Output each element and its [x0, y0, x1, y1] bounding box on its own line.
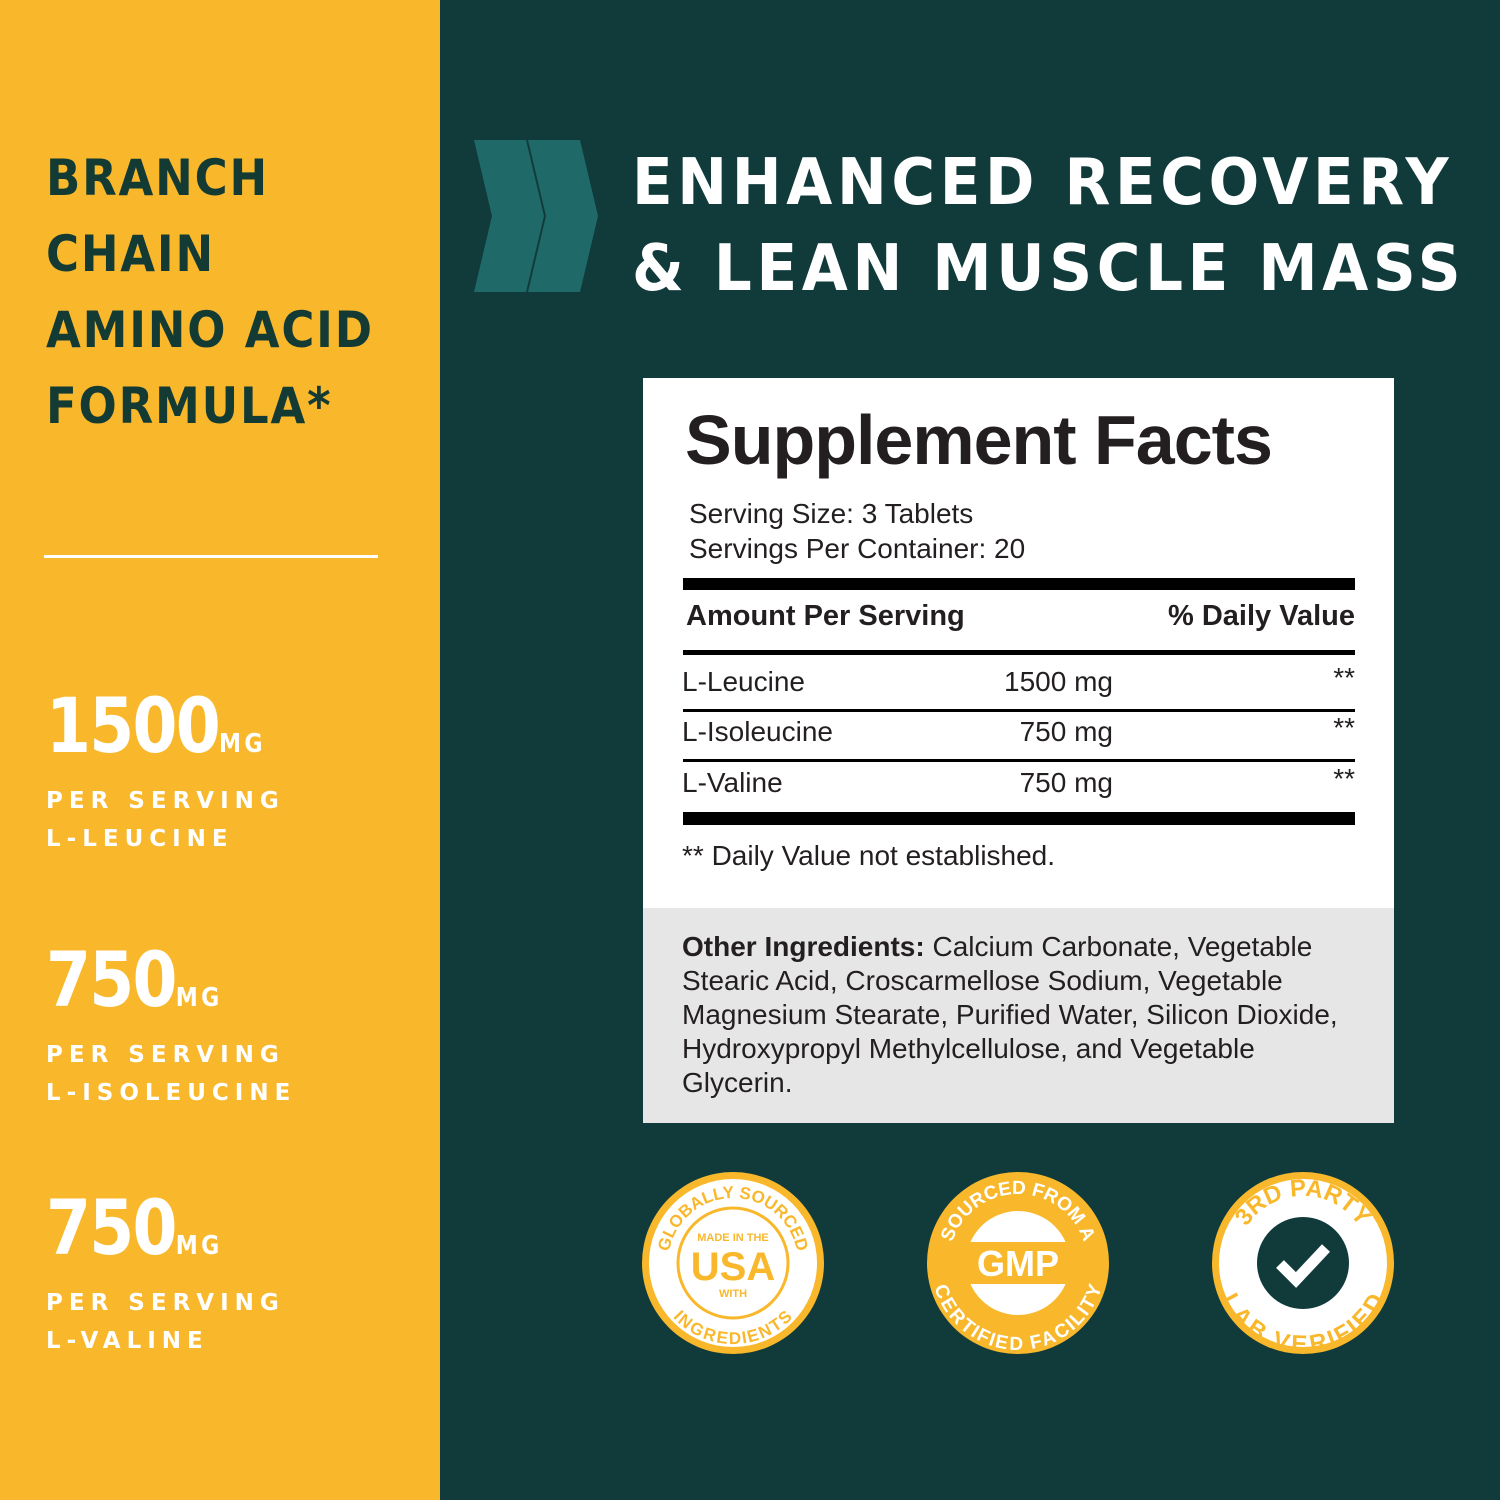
- table-header: Amount Per Serving % Daily Value: [686, 600, 1355, 633]
- stat-label: PER SERVING: [46, 788, 285, 814]
- col-dv: % Daily Value: [1168, 600, 1355, 632]
- stat-unit: MG: [219, 729, 266, 759]
- other-text: Calcium Carbonate, Vegetable Stearic Aci…: [682, 931, 1338, 1098]
- checkmark-icon: [1276, 1244, 1331, 1288]
- stat-ingredient: L-VALINE: [46, 1328, 209, 1354]
- badge-text: GMP: [977, 1243, 1059, 1284]
- divider: [683, 812, 1355, 825]
- left-panel: BRANCH CHAIN AMINO ACID FORMULA* 1500MG …: [0, 0, 440, 1500]
- headline-line: BRANCH: [46, 149, 269, 207]
- divider: [683, 759, 1355, 762]
- lab-verified-badge: 3RD PARTY LAB VERIFIED: [1212, 1172, 1394, 1354]
- servings-per-container: Servings Per Container: 20: [689, 533, 1026, 564]
- serving-info: Serving Size: 3 Tablets Servings Per Con…: [689, 496, 1025, 566]
- headline: BRANCH CHAIN AMINO ACID FORMULA*: [46, 140, 374, 444]
- title-line: & LEAN MUSCLE MASS: [632, 232, 1466, 306]
- nutrient-dv: **: [1333, 712, 1355, 743]
- divider: [683, 578, 1355, 590]
- col-amount: Amount Per Serving: [686, 600, 965, 632]
- badge-text: WITH: [719, 1288, 747, 1300]
- headline-line: CHAIN: [46, 225, 215, 283]
- headline-line: FORMULA*: [46, 377, 333, 435]
- stat-ingredient: L-LEUCINE: [46, 826, 234, 852]
- nutrient-name: L-Leucine: [682, 666, 805, 697]
- stat-isoleucine: 750MG PER SERVING L-ISOLEUCINE: [46, 942, 296, 1112]
- nutrient-dv: **: [1333, 763, 1355, 794]
- other-label: Other Ingredients:: [682, 931, 925, 962]
- supplement-facts-panel: Supplement Facts Serving Size: 3 Tablets…: [643, 378, 1394, 1123]
- divider: [44, 555, 378, 558]
- divider: [683, 650, 1355, 655]
- stat-valine: 750MG PER SERVING L-VALINE: [46, 1190, 285, 1360]
- nutrient-dv: **: [1333, 662, 1355, 693]
- headline-line: AMINO ACID: [46, 301, 374, 359]
- nutrient-amount: 750 mg: [1019, 716, 1113, 747]
- gmp-badge: SOURCED FROM A CERTIFIED FACILITY GMP: [927, 1172, 1109, 1354]
- stat-label: PER SERVING: [46, 1290, 285, 1316]
- nutrient-name: L-Valine: [682, 767, 783, 798]
- stat-unit: MG: [175, 983, 223, 1013]
- stat-leucine: 1500MG PER SERVING L-LEUCINE: [46, 688, 305, 858]
- nutrient-amount: 750 mg: [1019, 767, 1113, 798]
- badge-text: USA: [691, 1245, 775, 1289]
- stat-unit: MG: [175, 1231, 223, 1261]
- stat-amount: 750: [46, 935, 177, 1024]
- other-ingredients: Other Ingredients: Calcium Carbonate, Ve…: [643, 908, 1394, 1123]
- stat-label: PER SERVING: [46, 1042, 285, 1068]
- made-in-usa-badge: GLOBALLY SOURCED INGREDIENTS MADE IN THE…: [642, 1172, 824, 1354]
- facts-heading: Supplement Facts: [685, 401, 1273, 479]
- nutrient-name: L-Isoleucine: [682, 716, 833, 747]
- divider: [683, 709, 1355, 712]
- serving-size: Serving Size: 3 Tablets: [689, 498, 974, 529]
- badge-text: MADE IN THE: [697, 1232, 769, 1244]
- footnote: ** Daily Value not established.: [682, 840, 1056, 871]
- stat-ingredient: L-ISOLEUCINE: [46, 1080, 297, 1106]
- chevron-icon: [474, 140, 598, 292]
- main-title: ENHANCED RECOVERY & LEAN MUSCLE MASS: [632, 140, 1465, 312]
- stat-amount: 1500: [46, 681, 221, 770]
- stat-amount: 750: [46, 1183, 177, 1272]
- nutrient-amount: 1500 mg: [1004, 666, 1113, 697]
- title-line: ENHANCED RECOVERY: [632, 146, 1454, 220]
